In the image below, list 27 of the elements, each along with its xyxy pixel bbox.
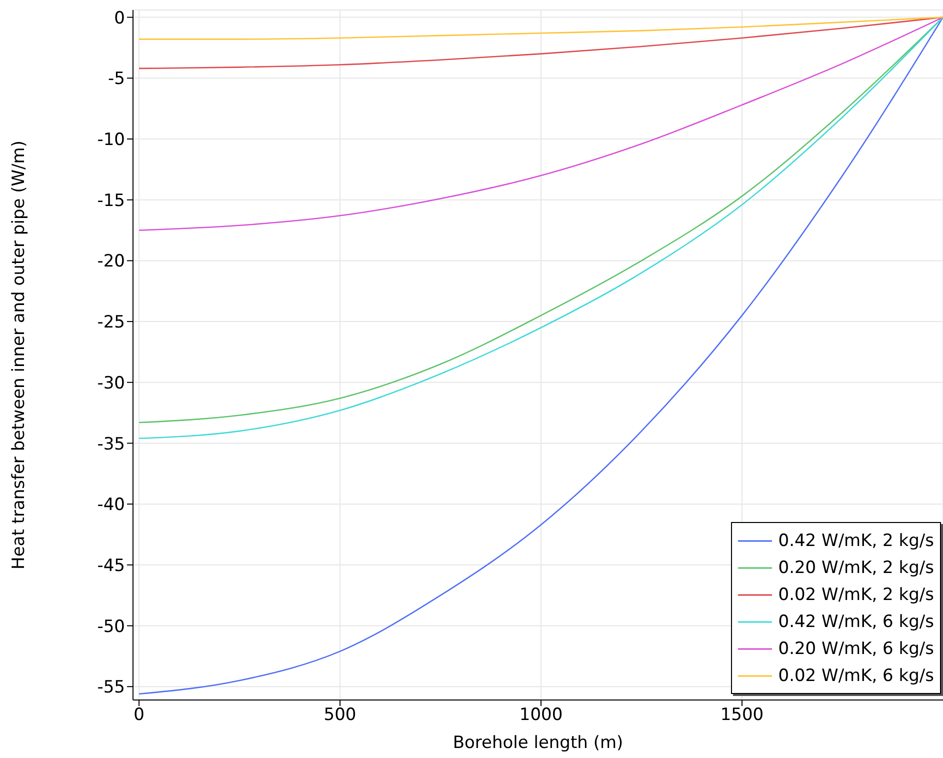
line-series [138, 16, 943, 695]
y-tick-label: -40 [97, 495, 125, 516]
y-axis-title: Heat transfer between inner and outer pipe (W/m) [9, 140, 30, 570]
x-tick-label: 1000 [519, 705, 563, 726]
y-tick-label: 0 [114, 8, 125, 28]
legend-label: 0.02 W/mK, 6 kg/s [778, 666, 934, 686]
y-tick-label: -25 [97, 312, 125, 333]
y-tick-label: -10 [97, 130, 125, 150]
y-tick-label: -20 [97, 252, 125, 272]
x-tick-label: 1500 [720, 705, 764, 726]
legend-label: 0.20 W/mK, 6 kg/s [778, 638, 934, 658]
legend-label: 0.02 W/mK, 2 kg/s [778, 584, 934, 604]
legend-label: 0.20 W/mK, 2 kg/s [778, 558, 934, 578]
line-series [138, 16, 943, 40]
y-tick-label: -45 [97, 556, 125, 576]
y-tick-label: -15 [97, 190, 125, 211]
line-series [138, 16, 943, 231]
y-tick-label: -5 [108, 69, 125, 90]
x-axis-title: Borehole length (m) [452, 733, 624, 753]
legend-label: 0.42 W/mK, 6 kg/s [778, 612, 934, 632]
y-tick-label: -55 [97, 678, 125, 698]
x-tick-label: 500 [324, 705, 356, 726]
legend-label: 0.42 W/mK, 2 kg/s [778, 530, 934, 550]
y-tick-label: -30 [97, 373, 125, 394]
y-tick-label: -50 [97, 616, 125, 637]
y-tick-label: -35 [97, 434, 125, 454]
x-tick-label: 0 [134, 705, 144, 726]
